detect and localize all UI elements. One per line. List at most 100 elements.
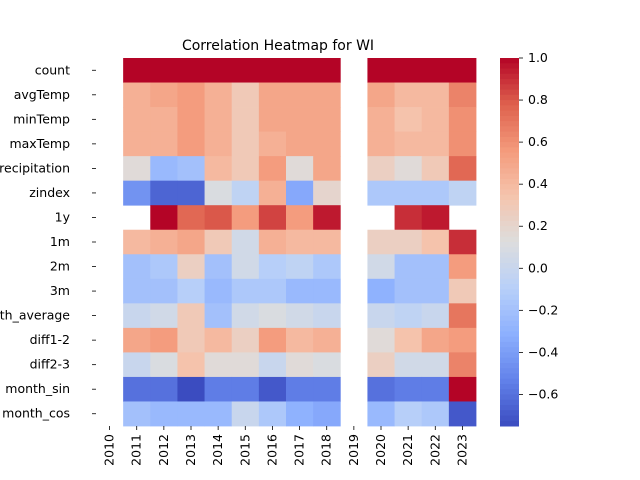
heatmap-cell <box>150 352 178 378</box>
colorbar-segment <box>500 373 519 380</box>
colorbar-tick-label: −0.4 <box>528 344 558 359</box>
heatmap-cell <box>177 107 205 132</box>
colorbar-segment <box>500 357 519 364</box>
heatmap-cell <box>231 82 260 108</box>
colorbar-segment <box>500 331 519 338</box>
heatmap-cell <box>286 180 314 206</box>
heatmap-cell <box>394 180 423 206</box>
colorbar-tick-label: −0.6 <box>528 386 558 401</box>
y-tick-label: month_cos <box>2 406 70 421</box>
heatmap-cell <box>421 401 450 427</box>
heatmap-cell <box>123 229 151 255</box>
heatmap-cell <box>286 82 314 108</box>
heatmap-cell <box>394 303 423 329</box>
colorbar-segment <box>500 415 519 422</box>
heatmap-cell <box>204 58 233 83</box>
heatmap-cell <box>313 180 341 206</box>
heatmap-cell <box>150 156 178 182</box>
heatmap-cell <box>258 229 287 255</box>
colorbar-segment <box>500 273 519 280</box>
heatmap-cell <box>367 401 395 427</box>
colorbar-tick-label: 0.2 <box>528 218 548 233</box>
colorbar-segment <box>500 242 519 248</box>
colorbar-segment <box>500 404 519 411</box>
heatmap-cell <box>258 278 287 304</box>
heatmap-cell <box>313 401 341 427</box>
heatmap-cell <box>231 352 260 378</box>
heatmap-cell <box>313 205 341 231</box>
colorbar-segment <box>500 268 519 275</box>
colorbar-segment <box>500 89 519 96</box>
colorbar-segment <box>500 173 519 180</box>
colorbar-segment <box>500 320 519 327</box>
x-axis: 2010 2011 2012 2013 2014 2015 2016 2017 2018 2019… <box>102 426 469 466</box>
heatmap-cell <box>150 254 178 280</box>
x-tick-label: 2013 <box>183 434 198 466</box>
colorbar-segment <box>500 378 519 385</box>
colorbar-segment <box>500 399 519 406</box>
heatmap-cell <box>123 82 151 108</box>
heatmap-cell <box>367 376 395 402</box>
colorbar-segment <box>500 84 519 91</box>
heatmap-cell <box>123 303 151 329</box>
heatmap-cell <box>367 107 395 132</box>
x-tick-label: 2019 <box>346 434 361 466</box>
heatmap-cell <box>394 205 423 231</box>
colorbar-segment <box>500 389 519 395</box>
heatmap-cell <box>150 278 178 304</box>
colorbar-segment <box>500 410 519 416</box>
heatmap-cell <box>313 156 341 182</box>
colorbar-segment <box>500 168 519 175</box>
heatmap-cell <box>150 180 178 206</box>
heatmap-cell <box>123 327 151 353</box>
heatmap-cell <box>421 205 450 231</box>
colorbar-segment <box>500 310 519 317</box>
heatmap-cell <box>313 303 341 329</box>
heatmap-cell <box>177 303 205 329</box>
colorbar-segment <box>500 126 519 133</box>
y-tick-label: diff2-3 <box>30 357 70 372</box>
y-tick-label: 1m <box>50 234 70 249</box>
y-tick-label: diff1-2 <box>30 332 70 347</box>
heatmap-cell <box>150 58 178 83</box>
y-tick-label: zindex <box>29 185 70 200</box>
y-tick-label: count <box>35 62 70 77</box>
colorbar-tick-label: 0.8 <box>528 92 548 107</box>
heatmap-cell <box>367 229 395 255</box>
colorbar-segment <box>500 100 519 106</box>
heatmap-cell <box>367 82 395 108</box>
heatmap-cell <box>231 205 260 231</box>
x-tick-label: 2015 <box>237 434 252 466</box>
colorbar-segment <box>500 305 519 311</box>
heatmap-cell <box>286 278 314 304</box>
heatmap-cell <box>394 254 423 280</box>
heatmap-cell <box>313 58 341 83</box>
x-tick-label: 2014 <box>210 434 225 466</box>
heatmap-cell <box>421 229 450 255</box>
colorbar-segment <box>500 394 519 401</box>
colorbar-segment <box>500 178 519 185</box>
colorbar-segment <box>500 368 519 374</box>
heatmap-cell <box>421 82 450 108</box>
colorbar-segment <box>500 263 519 269</box>
heatmap-cell <box>123 180 151 206</box>
heatmap-cell <box>421 58 450 83</box>
heatmap-cell <box>204 401 233 427</box>
colorbar-segment <box>500 220 519 227</box>
x-tick-label: 2016 <box>264 434 279 466</box>
colorbar-tick-label: −0.2 <box>528 302 558 317</box>
heatmap-cell <box>150 107 178 132</box>
x-tick-label: 2010 <box>102 434 117 466</box>
heatmap-cell <box>204 303 233 329</box>
heatmap-cell <box>258 254 287 280</box>
heatmap-cell <box>177 229 205 255</box>
heatmap-cell <box>231 376 260 402</box>
heatmap-cell <box>394 278 423 304</box>
heatmap-cell <box>204 352 233 378</box>
heatmap-cell <box>286 327 314 353</box>
heatmap-cell <box>286 254 314 280</box>
heatmap-cell <box>286 401 314 427</box>
colorbar-segment <box>500 194 519 201</box>
